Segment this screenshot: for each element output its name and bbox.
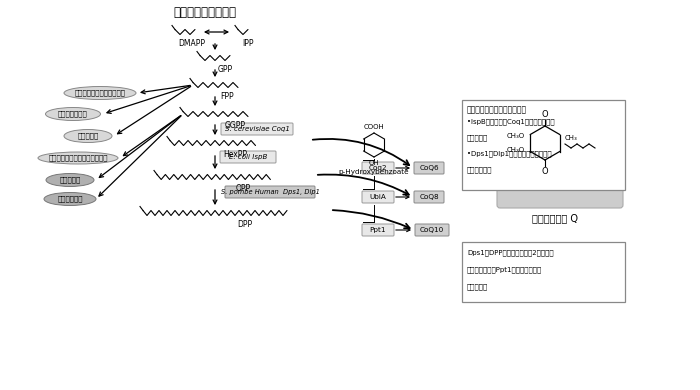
Text: コレステロール: コレステロール <box>58 111 88 117</box>
Ellipse shape <box>46 108 101 121</box>
Text: FPP: FPP <box>220 92 234 101</box>
FancyBboxPatch shape <box>415 224 449 236</box>
Text: と反応する: と反応する <box>467 283 489 290</box>
Text: スクアレン: スクアレン <box>78 133 99 139</box>
Text: OH: OH <box>369 160 379 166</box>
Text: ファルネシル化タンパク質: ファルネシル化タンパク質 <box>74 90 125 96</box>
Text: CoQ8: CoQ8 <box>419 194 439 200</box>
FancyBboxPatch shape <box>220 151 276 163</box>
Text: ヘテロマー型: ヘテロマー型 <box>467 166 493 173</box>
FancyBboxPatch shape <box>414 162 444 174</box>
FancyBboxPatch shape <box>225 186 315 198</box>
Text: を合成、それがPpt1により安息香酸: を合成、それがPpt1により安息香酸 <box>467 266 542 273</box>
Text: DPP: DPP <box>237 220 253 229</box>
FancyBboxPatch shape <box>462 242 625 302</box>
Text: CH₃O: CH₃O <box>507 133 525 139</box>
Text: GGPP: GGPP <box>225 121 246 130</box>
Text: E. coli IspB: E. coli IspB <box>229 154 267 160</box>
FancyBboxPatch shape <box>362 162 394 174</box>
Text: S. pombe Human  Dps1, Dlp1: S. pombe Human Dps1, Dlp1 <box>220 189 319 195</box>
Ellipse shape <box>64 129 112 142</box>
FancyBboxPatch shape <box>462 100 625 190</box>
Text: S. cerevisiae Coq1: S. cerevisiae Coq1 <box>225 126 289 132</box>
Text: ゲラニルゲラニル化タンパク質: ゲラニルゲラニル化タンパク質 <box>48 155 108 161</box>
Text: •Dps1とDlp1（分裂酵母やヒト）：: •Dps1とDlp1（分裂酵母やヒト）： <box>467 150 552 157</box>
Text: O: O <box>542 110 548 119</box>
Text: Coq2: Coq2 <box>369 165 387 171</box>
Ellipse shape <box>38 152 118 164</box>
Text: CoQ10: CoQ10 <box>420 227 444 233</box>
Text: OPP: OPP <box>235 184 251 193</box>
Text: p-Hydroxybenzoate: p-Hydroxybenzoate <box>339 169 410 175</box>
FancyBboxPatch shape <box>497 107 623 208</box>
Text: モノマー型: モノマー型 <box>467 134 489 141</box>
Text: コエンザイム Q: コエンザイム Q <box>532 213 578 223</box>
Text: O: O <box>542 167 548 176</box>
FancyBboxPatch shape <box>414 191 444 203</box>
Text: DMAPP: DMAPP <box>178 39 206 48</box>
Text: •IspB（大腸菌）Coq1（出芽酵母）：: •IspB（大腸菌）Coq1（出芽酵母）： <box>467 118 554 125</box>
Text: CH₃: CH₃ <box>565 135 578 141</box>
Text: CoQ6: CoQ6 <box>419 165 439 171</box>
Text: COOH: COOH <box>363 124 384 130</box>
Text: GPP: GPP <box>218 65 232 74</box>
Text: HexPP: HexPP <box>223 150 247 159</box>
Text: イソプレノイド側鎖合成酵素: イソプレノイド側鎖合成酵素 <box>467 105 527 114</box>
Text: IPP: IPP <box>242 39 253 48</box>
Text: Dps1がDPP（デカプレニル2リン酸）: Dps1がDPP（デカプレニル2リン酸） <box>467 249 554 255</box>
FancyBboxPatch shape <box>221 123 293 135</box>
Text: イソプレノイド合成: イソプレノイド合成 <box>174 5 237 18</box>
Ellipse shape <box>64 87 136 99</box>
Text: ドリコール: ドリコール <box>60 177 80 183</box>
Text: Ppt1: Ppt1 <box>370 227 386 233</box>
Text: UbiA: UbiA <box>370 194 386 200</box>
Ellipse shape <box>44 193 96 206</box>
FancyBboxPatch shape <box>362 191 394 203</box>
Text: カロチノイド: カロチノイド <box>57 196 83 202</box>
FancyBboxPatch shape <box>362 224 394 236</box>
Text: CH₃O: CH₃O <box>507 147 525 153</box>
Ellipse shape <box>46 174 94 186</box>
